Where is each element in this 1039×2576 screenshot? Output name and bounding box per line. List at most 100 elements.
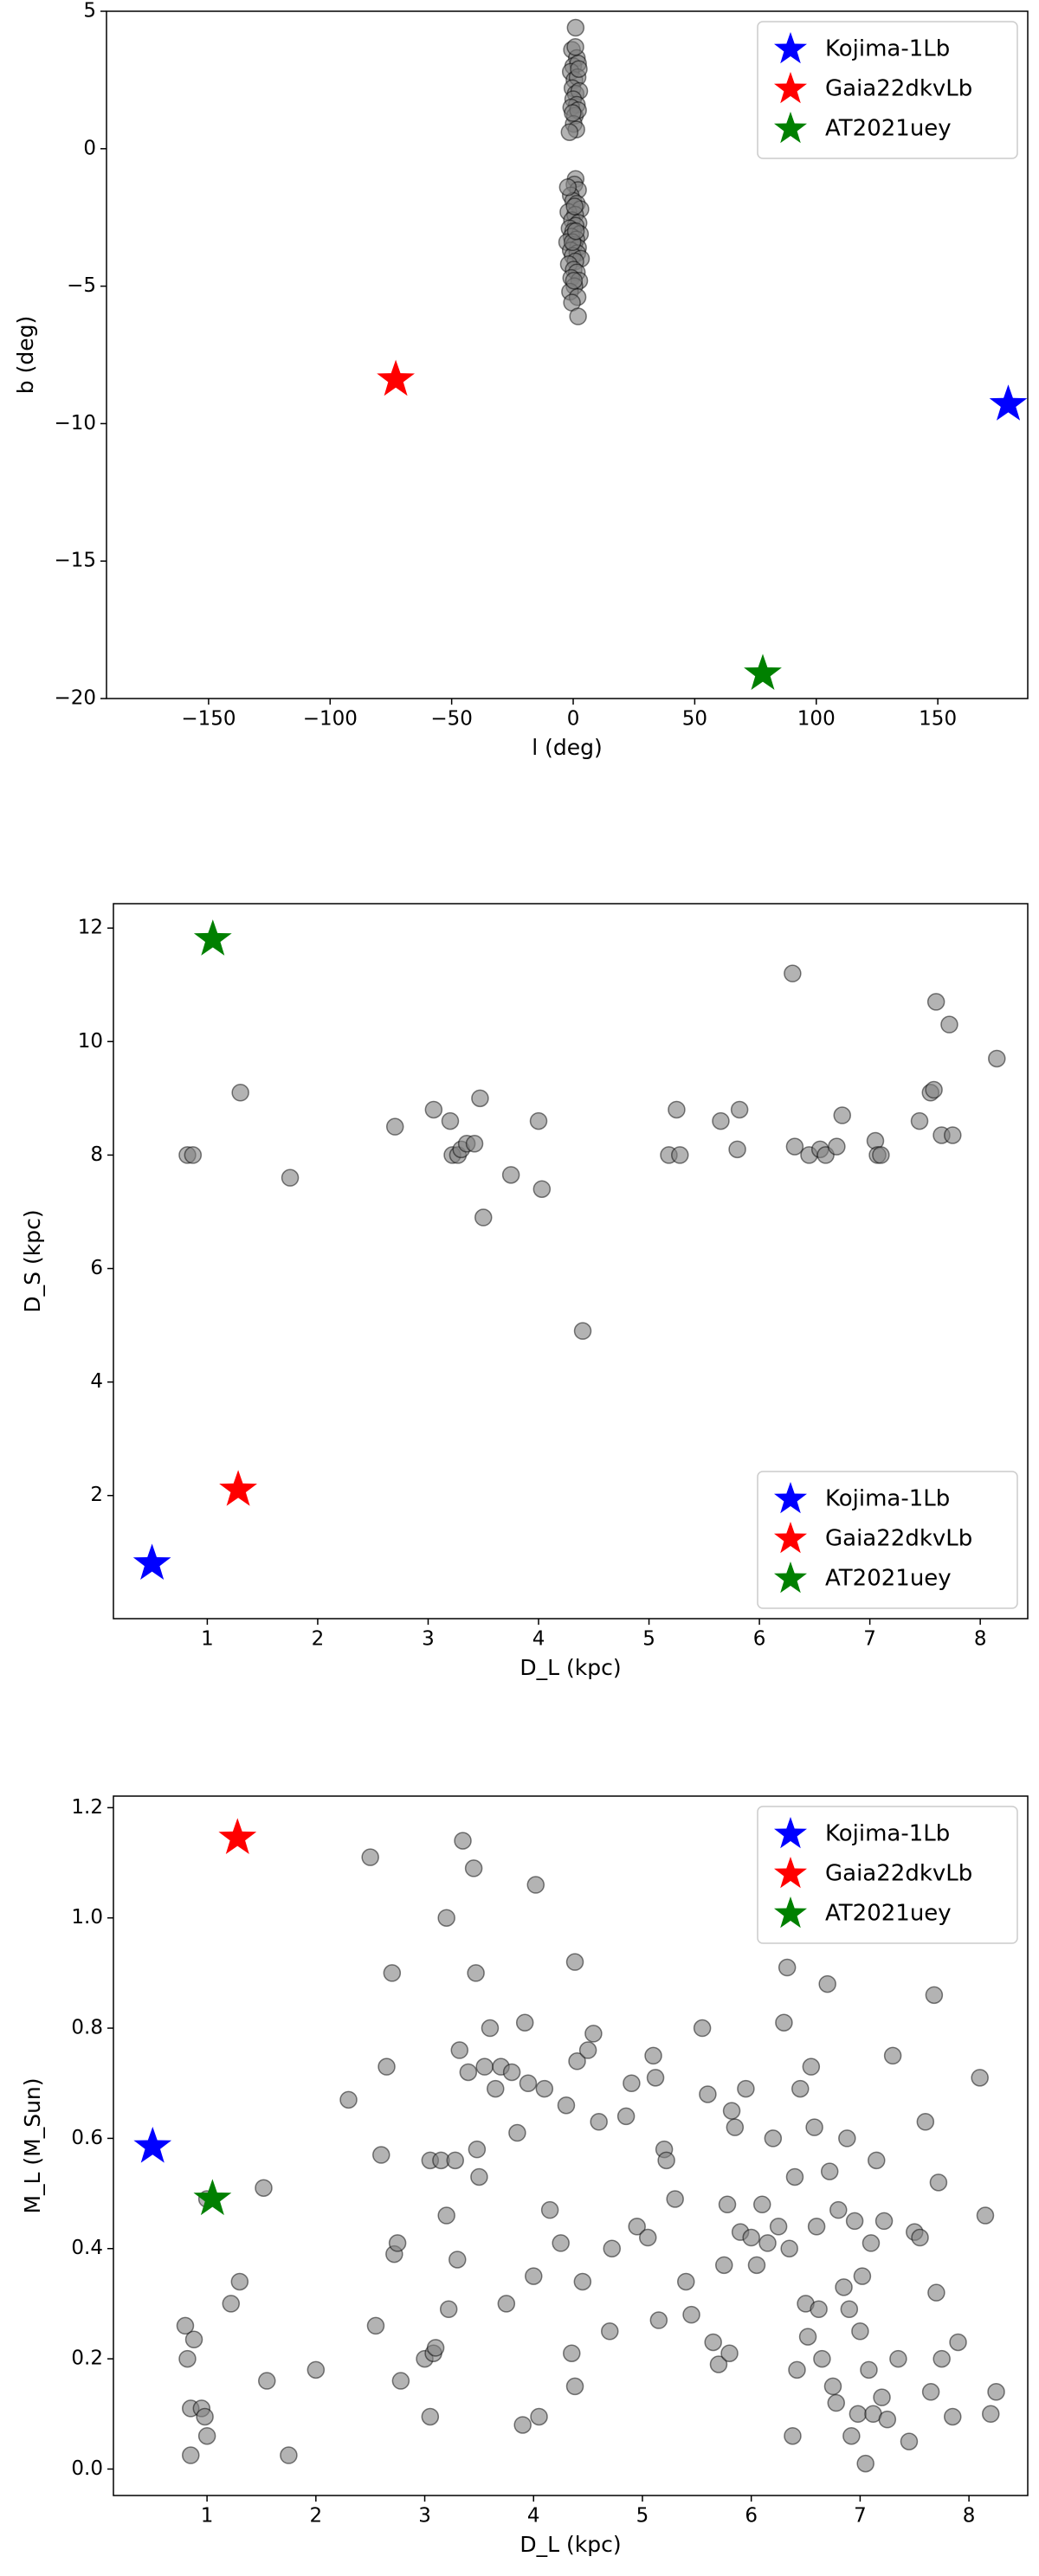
- point: [778, 1958, 797, 1977]
- point: [784, 2426, 802, 2445]
- point: [785, 2167, 804, 2186]
- x-tick-label: 5: [642, 1628, 655, 1651]
- point: [802, 2058, 821, 2076]
- point: [862, 2234, 881, 2252]
- y-tick-label: 0: [83, 137, 96, 159]
- point: [944, 2407, 962, 2426]
- y-tick-label: 0.4: [71, 2237, 103, 2259]
- point: [827, 2393, 845, 2412]
- point: [508, 2123, 526, 2142]
- x-tick-label: 7: [863, 1628, 876, 1651]
- axes-frame: [106, 10, 1029, 699]
- point: [949, 2333, 967, 2352]
- point: [564, 104, 582, 122]
- y-tick-label: −5: [67, 274, 96, 297]
- point: [446, 2151, 464, 2170]
- legend-label: AT2021uey: [825, 116, 952, 142]
- point: [426, 2339, 445, 2357]
- point: [971, 2069, 989, 2087]
- point: [515, 2013, 534, 2032]
- point: [780, 2239, 798, 2257]
- legend-label: Gaia22dkvLb: [825, 76, 972, 102]
- point: [437, 1909, 455, 1927]
- x-axis-label: D_L (kpc): [520, 2532, 621, 2557]
- point: [788, 2360, 806, 2380]
- point: [742, 2228, 760, 2247]
- point: [566, 222, 585, 241]
- point: [497, 2295, 516, 2313]
- point: [529, 1111, 548, 1130]
- point: [823, 2377, 842, 2396]
- point: [465, 1135, 484, 1153]
- y-tick-label: 5: [83, 0, 96, 23]
- point: [730, 1100, 749, 1119]
- point: [833, 1106, 851, 1124]
- star-marker: [133, 2127, 172, 2163]
- point: [197, 2426, 216, 2445]
- point: [926, 993, 945, 1011]
- point: [383, 1964, 402, 1982]
- point: [281, 1169, 300, 1187]
- y-tick-label: 0.0: [71, 2457, 103, 2480]
- legend-marker: [774, 112, 807, 144]
- x-tick-label: 50: [682, 708, 707, 731]
- point: [513, 2416, 532, 2434]
- point: [715, 2256, 733, 2275]
- point: [728, 1140, 746, 1159]
- point: [388, 2234, 407, 2252]
- y-tick-label: −15: [54, 550, 96, 572]
- legend-box: [757, 1806, 1018, 1944]
- point: [874, 2212, 894, 2231]
- point: [468, 2140, 487, 2159]
- y-axis-label: D_S (kpc): [20, 1209, 45, 1312]
- point: [775, 2013, 793, 2032]
- star-marker: [989, 384, 1028, 421]
- point: [449, 2251, 467, 2269]
- y-tick-label: 0.6: [71, 2127, 103, 2149]
- point: [439, 2300, 458, 2319]
- point: [391, 2372, 410, 2390]
- point: [807, 2218, 826, 2236]
- legend-box: [757, 1471, 1018, 1609]
- point: [666, 2190, 684, 2208]
- y-tick-label: −20: [54, 687, 96, 710]
- point: [481, 2019, 500, 2038]
- point: [535, 2079, 554, 2098]
- point: [474, 1208, 493, 1227]
- point: [231, 1084, 249, 1102]
- y-tick-label: 6: [90, 1257, 103, 1279]
- point: [530, 2407, 548, 2426]
- point: [182, 2446, 200, 2464]
- point: [378, 2058, 396, 2076]
- point: [563, 2344, 581, 2362]
- y-tick-label: 1.0: [71, 1906, 103, 1929]
- point: [982, 2405, 1000, 2424]
- legend: Kojima-1Lb Gaia22dkvLb AT2021uey: [757, 1471, 1018, 1609]
- point: [868, 2151, 886, 2170]
- point: [560, 123, 579, 141]
- x-tick-label: 8: [974, 1628, 987, 1651]
- x-tick-label: 0: [567, 708, 580, 731]
- legend-marker: [774, 72, 807, 104]
- x-tick-label: 8: [963, 2505, 976, 2528]
- star-marker: [193, 919, 232, 956]
- x-tick-label: 6: [753, 1628, 766, 1651]
- point: [726, 2118, 745, 2136]
- point: [552, 2234, 570, 2252]
- y-tick-label: 12: [78, 917, 103, 939]
- point: [573, 2272, 592, 2291]
- x-tick-label: 7: [854, 2505, 867, 2528]
- point: [693, 2019, 712, 2038]
- point: [883, 2046, 902, 2065]
- point: [532, 1180, 552, 1198]
- legend-label: Kojima-1Lb: [825, 1486, 950, 1512]
- point: [925, 1986, 944, 2005]
- point: [929, 2174, 948, 2192]
- point: [828, 1137, 846, 1156]
- legend-label: Kojima-1Lb: [825, 1821, 950, 1847]
- x-tick-label: 3: [422, 1628, 435, 1651]
- x-axis-label: D_L (kpc): [520, 1655, 621, 1680]
- star-marker: [219, 1470, 257, 1506]
- legend-label: Gaia22dkvLb: [825, 1526, 972, 1552]
- star-marker: [744, 654, 782, 690]
